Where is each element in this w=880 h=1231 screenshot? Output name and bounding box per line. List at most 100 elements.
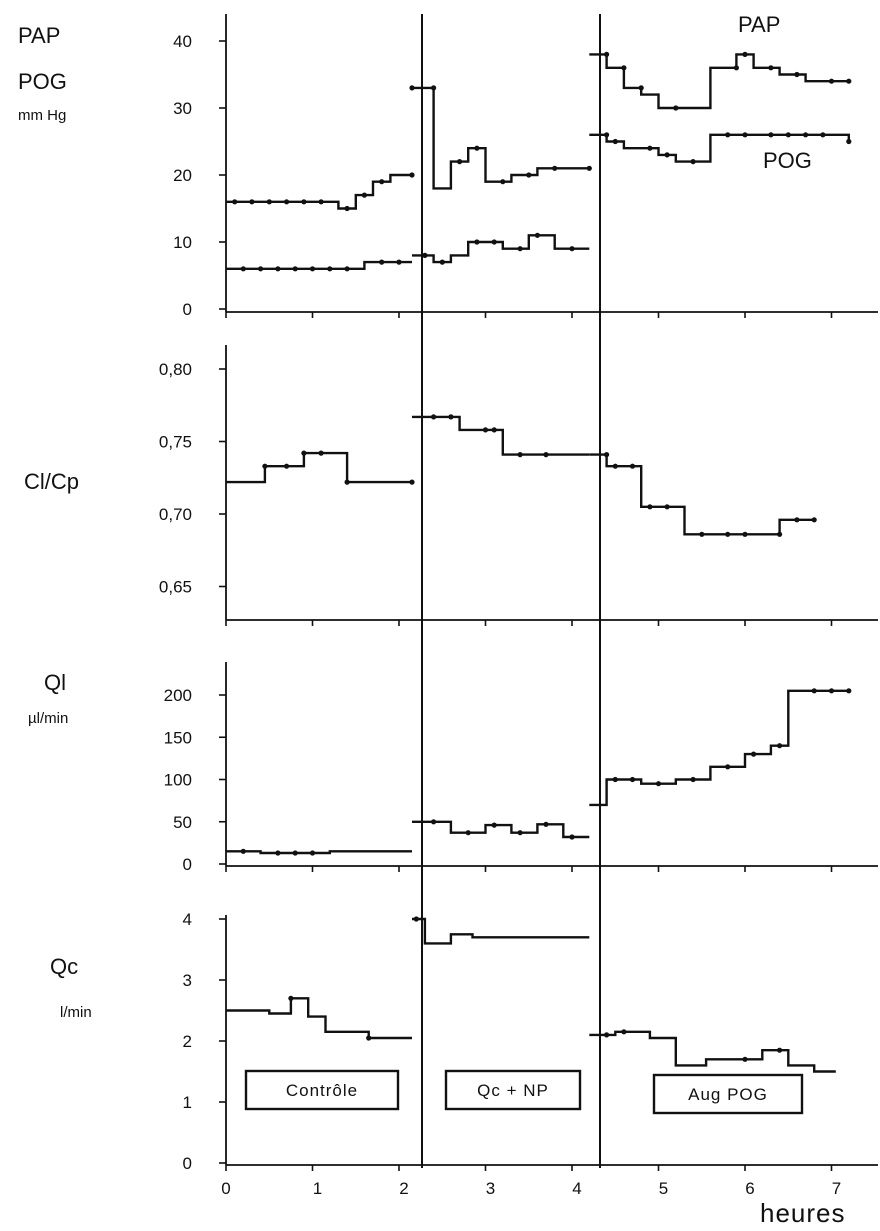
data-point bbox=[543, 452, 549, 458]
x-axis-label: heures bbox=[760, 1198, 846, 1228]
data-point-pap bbox=[457, 159, 463, 165]
phase-box bbox=[652, 1073, 804, 1115]
data-point-pap bbox=[586, 165, 592, 171]
data-point bbox=[828, 688, 835, 694]
data-point-pog bbox=[491, 239, 497, 245]
data-point bbox=[431, 414, 437, 420]
y-tick-label: 0,80 bbox=[159, 360, 192, 379]
phase-label: Aug POG bbox=[688, 1085, 768, 1104]
y-axis-unit-qc: l/min bbox=[60, 1004, 92, 1021]
data-point bbox=[690, 776, 696, 783]
data-point bbox=[292, 850, 298, 856]
data-point bbox=[846, 688, 852, 694]
data-point bbox=[629, 463, 636, 469]
y-axis-label-pap: PAP bbox=[18, 23, 60, 48]
data-point-pap bbox=[318, 199, 324, 205]
data-point-pap bbox=[379, 179, 385, 185]
series-line-pog bbox=[412, 234, 590, 264]
x-tick-label: 7 bbox=[832, 1179, 841, 1198]
x-tick-label: 1 bbox=[313, 1179, 322, 1198]
series-line bbox=[226, 451, 412, 484]
y-axis-unit-ql: µl/min bbox=[28, 710, 68, 727]
data-point-pap bbox=[846, 78, 852, 84]
series-line bbox=[589, 453, 815, 536]
data-point-pog bbox=[612, 138, 618, 145]
data-point bbox=[465, 830, 471, 836]
data-point-pog bbox=[396, 259, 402, 265]
data-point-pog bbox=[422, 252, 428, 258]
data-point-pap bbox=[768, 65, 774, 71]
y-tick-label: 0 bbox=[183, 855, 192, 874]
data-point-pog bbox=[309, 266, 316, 272]
y-tick-label: 10 bbox=[173, 233, 192, 252]
series-line bbox=[226, 997, 412, 1040]
data-point bbox=[725, 531, 731, 537]
data-point-pap bbox=[249, 199, 255, 205]
data-point-pog bbox=[768, 132, 774, 138]
data-point bbox=[262, 463, 268, 469]
data-point bbox=[777, 1047, 783, 1053]
data-point bbox=[742, 1056, 748, 1062]
data-point-pog bbox=[569, 246, 575, 252]
data-point bbox=[777, 743, 783, 749]
y-tick-label: 20 bbox=[173, 166, 192, 185]
data-point-pap bbox=[301, 199, 307, 205]
data-point-pog bbox=[690, 159, 696, 165]
y-tick-label: 0,70 bbox=[159, 505, 192, 524]
series-line-pap bbox=[412, 86, 590, 190]
phase-boundary-lines bbox=[421, 14, 601, 1168]
data-point bbox=[699, 531, 705, 537]
data-point bbox=[612, 776, 618, 783]
data-point-pog bbox=[517, 246, 523, 252]
phase-box bbox=[244, 1069, 400, 1111]
data-point bbox=[647, 504, 653, 510]
series-line bbox=[589, 689, 849, 807]
data-point bbox=[621, 1029, 627, 1035]
series-line-pog bbox=[589, 133, 850, 163]
series-layer bbox=[226, 51, 852, 1073]
data-point-pog bbox=[474, 239, 480, 245]
series-line-pog bbox=[226, 260, 412, 270]
x-tick-label: 4 bbox=[572, 1179, 581, 1198]
data-point-pog bbox=[379, 259, 385, 265]
data-point-pog bbox=[344, 266, 350, 272]
series-line bbox=[226, 850, 412, 855]
data-point bbox=[448, 414, 454, 420]
y-tick-label: 1 bbox=[183, 1093, 192, 1112]
data-point bbox=[811, 517, 817, 523]
y-axis-label-pog: POG bbox=[18, 69, 67, 94]
data-point bbox=[309, 850, 316, 856]
data-point bbox=[742, 531, 748, 537]
data-point bbox=[612, 463, 618, 469]
data-point-pog bbox=[742, 132, 748, 138]
y-axis-label-qc: Qc bbox=[50, 954, 78, 979]
data-point-pap bbox=[344, 205, 350, 212]
data-point-pog bbox=[725, 132, 731, 138]
data-point bbox=[811, 688, 817, 694]
data-point-pap bbox=[638, 85, 644, 91]
data-point-pog bbox=[820, 132, 826, 138]
y-axis-label-ql: Ql bbox=[44, 670, 66, 695]
data-point-pog bbox=[803, 132, 809, 138]
series-line-pap bbox=[589, 53, 849, 110]
data-point bbox=[240, 848, 246, 854]
phase-label: Qc + NP bbox=[477, 1081, 549, 1100]
series-label-pap: PAP bbox=[738, 12, 780, 37]
series-line bbox=[412, 917, 590, 945]
data-point bbox=[543, 821, 549, 827]
data-point bbox=[288, 995, 294, 1001]
data-point-pap bbox=[794, 71, 800, 78]
y-tick-label: 30 bbox=[173, 99, 192, 118]
data-point bbox=[517, 830, 523, 836]
data-point-pap bbox=[409, 85, 415, 91]
data-point bbox=[318, 450, 324, 456]
data-point-pap bbox=[284, 199, 290, 205]
data-point bbox=[284, 463, 290, 469]
data-point bbox=[409, 479, 415, 485]
y-tick-label: 0 bbox=[183, 1154, 192, 1173]
x-tick-label: 5 bbox=[659, 1179, 668, 1198]
y-tick-label: 50 bbox=[173, 813, 192, 832]
data-point bbox=[301, 450, 307, 456]
data-point-pap bbox=[621, 65, 627, 71]
